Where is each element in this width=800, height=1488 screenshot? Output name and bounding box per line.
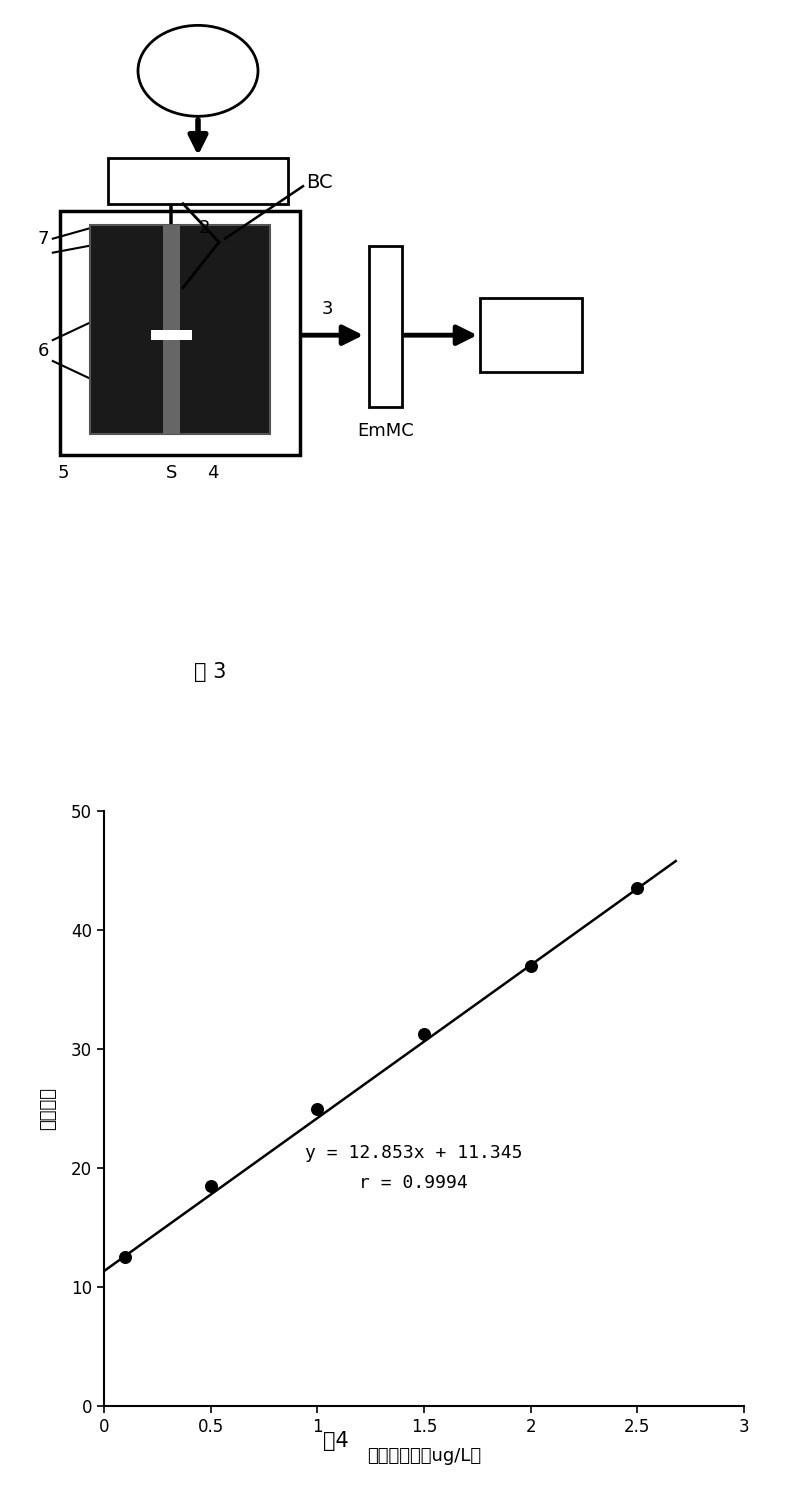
Point [418,1022,430,1046]
Point [524,954,537,978]
Text: BC: BC [306,173,333,192]
Text: ExMC: ExMC [171,171,225,190]
Bar [163,225,180,434]
Text: 1: 1 [149,223,161,241]
Ellipse shape [138,25,258,116]
Bar [369,246,402,406]
Bar [151,329,192,341]
Text: Lamp: Lamp [171,61,225,80]
Text: 图4: 图4 [323,1431,349,1451]
Bar [90,225,270,434]
Bar [108,158,288,204]
Text: 3: 3 [322,299,333,317]
Point [119,1245,132,1269]
Point [311,1097,324,1120]
Text: PMT: PMT [511,326,551,345]
Text: y = 12.853x + 11.345
r = 0.9994: y = 12.853x + 11.345 r = 0.9994 [305,1144,522,1192]
Point [204,1174,217,1198]
Text: 6: 6 [38,342,49,360]
Text: 5: 5 [58,464,69,482]
Text: 图 3: 图 3 [194,662,226,683]
Y-axis label: 荧光强度: 荧光强度 [39,1088,57,1129]
Bar [60,211,300,455]
Text: 7: 7 [38,229,49,247]
Text: EmMC: EmMC [358,423,414,440]
Text: 4: 4 [207,464,218,482]
Point [631,876,644,900]
Text: S: S [166,464,178,482]
Text: 2: 2 [198,219,210,237]
Bar [480,298,582,372]
X-axis label: 核黄素浓度（ug/L）: 核黄素浓度（ug/L） [367,1446,481,1466]
Circle shape [168,330,175,339]
